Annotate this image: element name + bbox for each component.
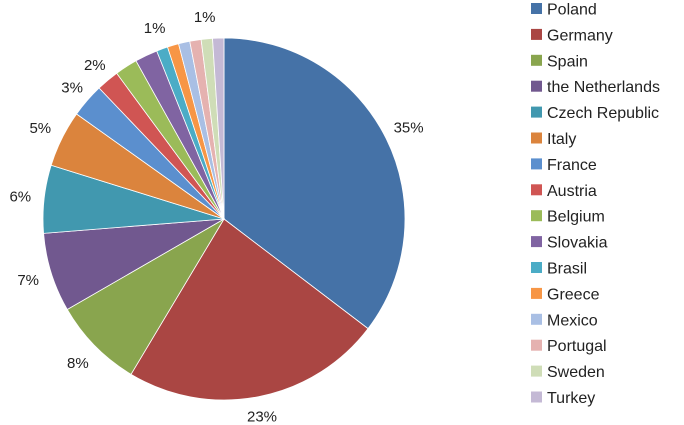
- legend-swatch-sweden: [531, 365, 542, 377]
- data-label-the-netherlands: 7%: [17, 272, 39, 289]
- slice-spain: [66, 217, 226, 375]
- data-label-germany: 23%: [247, 408, 277, 425]
- legend-swatch-poland: [531, 3, 542, 14]
- data-label-czech-republic: 6%: [9, 188, 31, 205]
- legend-label-slovakia: Slovakia: [547, 235, 608, 252]
- slice-poland: [223, 37, 406, 330]
- pie-labels: 35% 23% 8% 7% 6% 5% 3%2% 1% 1%: [9, 9, 423, 425]
- legend-label-belgium: Belgium: [547, 209, 605, 226]
- legend-label-turkey: Turkey: [547, 390, 595, 407]
- legend-label-sweden: Sweden: [547, 364, 605, 381]
- slice-turkey: [212, 37, 225, 220]
- legend-swatch-belgium: [531, 210, 542, 222]
- data-label-spain: 8%: [67, 355, 89, 372]
- slice-germany: [130, 218, 369, 401]
- data-label-poland: 35%: [394, 120, 424, 137]
- legend-label-czech-republic: Czech Republic: [547, 105, 659, 122]
- legend-label-brasil: Brasil: [547, 261, 587, 278]
- legend-label-spain: Spain: [547, 53, 588, 70]
- legend-swatch-brasil: [531, 262, 542, 273]
- legend-label-italy: Italy: [547, 131, 576, 148]
- legend-label-portugal: Portugal: [547, 338, 607, 355]
- data-label-france: 3%: [61, 79, 83, 96]
- legend-label-france: France: [547, 157, 597, 174]
- legend-swatch-france: [531, 158, 542, 170]
- legend-label-germany: Germany: [547, 27, 613, 44]
- legend-swatch-austria: [531, 184, 542, 196]
- data-label-austria: 2%: [84, 57, 106, 74]
- legend-swatch-czech-republic: [531, 106, 542, 118]
- data-label-italy: 5%: [29, 120, 51, 137]
- legend-swatch-germany: [531, 28, 542, 40]
- legend-swatch-italy: [531, 132, 542, 144]
- legend-swatch-greece: [531, 287, 542, 299]
- legend: Poland Germany Spain the Netherlands Czech R…: [531, 2, 660, 407]
- legend-label-austria: Austria: [547, 183, 597, 200]
- legend-swatch-the-netherlands: [531, 80, 542, 92]
- legend-swatch-slovakia: [531, 236, 542, 248]
- legend-swatch-mexico: [531, 313, 542, 325]
- legend-label-greece: Greece: [547, 286, 600, 303]
- pie-slices: [42, 37, 406, 401]
- data-label-brasil: 1%: [144, 20, 166, 37]
- legend-swatch-portugal: [531, 339, 542, 351]
- legend-label-mexico: Mexico: [547, 312, 598, 329]
- legend-label-the-netherlands: the Netherlands: [547, 79, 660, 96]
- data-label-sweden: 1%: [194, 9, 216, 26]
- legend-label-poland: Poland: [547, 2, 597, 19]
- legend-swatch-turkey: [531, 391, 542, 403]
- legend-swatch-spain: [531, 54, 542, 66]
